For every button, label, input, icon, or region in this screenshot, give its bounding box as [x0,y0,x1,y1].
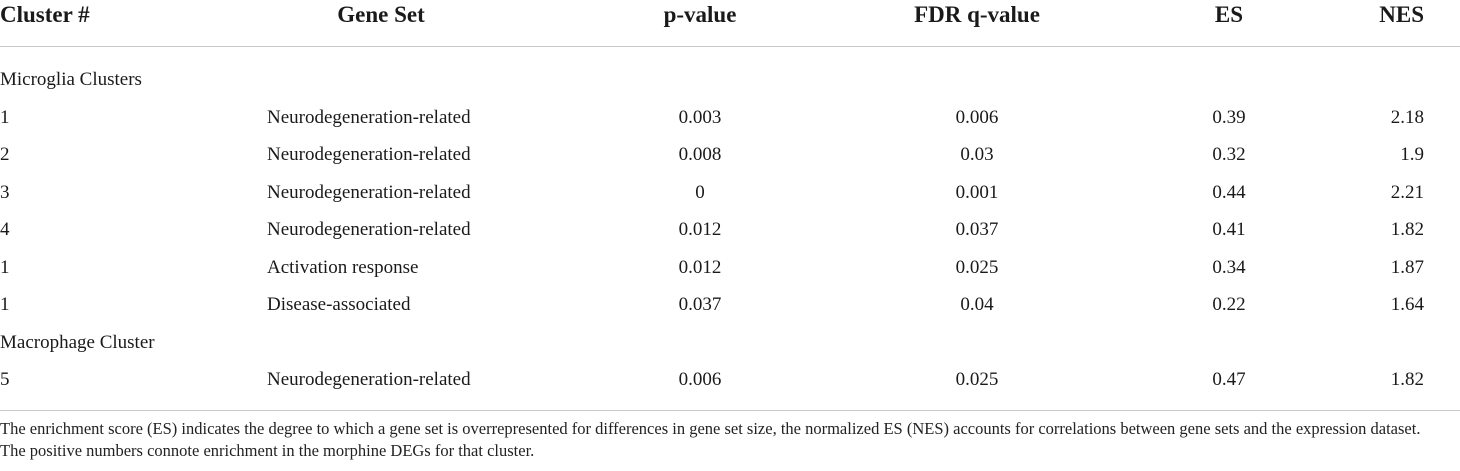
cell-cluster: 1 [0,106,10,128]
cell-cluster: 4 [0,219,10,240]
cell-cluster: 2 [0,144,10,165]
table-row: 1 Activation response 0.012 0.025 0.34 1… [0,253,1460,291]
cell-nes: 1.64 [1390,294,1424,315]
table-header-row: Cluster # Gene Set p-value FDR q-value E… [0,0,1460,47]
header-gene-set: Gene Set [337,2,425,27]
table-bottom-rule [0,410,1460,411]
table-row: 2 Neurodegeneration-related 0.008 0.03 0… [0,140,1460,178]
cell-es: 0.41 [1212,219,1246,240]
table-footnote: The enrichment score (ES) indicates the … [0,419,1421,460]
header-es: ES [1214,2,1244,27]
cell-nes: 1.82 [1390,369,1424,390]
cell-es: 0.22 [1212,294,1246,315]
cell-nes: 1.82 [1390,219,1424,240]
cell-es: 0.39 [1212,106,1246,128]
section-header-microglia: Microglia Clusters [0,65,1460,103]
table-row: 3 Neurodegeneration-related 0 0.001 0.44… [0,178,1460,216]
cell-cluster: 5 [0,369,10,390]
cell-fdr: 0.037 [955,219,999,240]
header-p-value: p-value [663,2,737,27]
cell-gene-set: Neurodegeneration-related [267,144,471,165]
section-title: Macrophage Cluster [0,331,155,353]
table-body: Microglia Clusters 1 Neurodegeneration-r… [0,47,1460,403]
cell-fdr: 0.006 [955,106,999,128]
header-cluster: Cluster # [0,2,90,27]
cell-gene-set: Disease-associated [267,294,411,315]
cell-p-value: 0.012 [678,219,722,240]
table-row: 1 Disease-associated 0.037 0.04 0.22 1.6… [0,290,1460,328]
cell-p-value: 0.012 [678,256,722,278]
cell-es: 0.34 [1212,256,1246,278]
cell-nes: 2.18 [1390,106,1424,128]
cell-gene-set: Neurodegeneration-related [267,369,471,390]
cell-fdr: 0.04 [960,294,994,315]
cell-p-value: 0.006 [678,369,722,390]
cell-es: 0.47 [1212,369,1246,390]
cell-fdr: 0.001 [955,181,999,203]
cell-fdr: 0.025 [955,256,999,278]
cell-cluster: 1 [0,294,10,315]
cell-gene-set: Neurodegeneration-related [267,106,471,128]
table-row: 5 Neurodegeneration-related 0.006 0.025 … [0,365,1460,403]
table-row: 1 Neurodegeneration-related 0.003 0.006 … [0,103,1460,141]
cell-nes: 2.21 [1390,181,1424,203]
header-nes: NES [1379,2,1424,27]
section-title: Microglia Clusters [0,69,142,90]
cell-cluster: 3 [0,181,10,203]
cell-p-value: 0 [695,181,705,203]
cell-cluster: 1 [0,256,10,278]
cell-nes: 1.9 [1400,144,1424,165]
table-row: 4 Neurodegeneration-related 0.012 0.037 … [0,215,1460,253]
cell-gene-set: Activation response [267,256,419,278]
cell-gene-set: Neurodegeneration-related [267,219,471,240]
header-fdr-q-value: FDR q-value [914,2,1040,27]
cell-es: 0.44 [1212,181,1246,203]
section-header-macrophage: Macrophage Cluster [0,328,1460,366]
cell-p-value: 0.008 [678,144,722,165]
cell-gene-set: Neurodegeneration-related [267,181,471,203]
cell-fdr: 0.03 [960,144,994,165]
cell-p-value: 0.003 [678,106,722,128]
cell-fdr: 0.025 [955,369,999,390]
enrichment-table: Cluster # Gene Set p-value FDR q-value E… [0,0,1460,403]
cell-p-value: 0.037 [678,294,722,315]
cell-es: 0.32 [1212,144,1246,165]
cell-nes: 1.87 [1390,256,1424,278]
